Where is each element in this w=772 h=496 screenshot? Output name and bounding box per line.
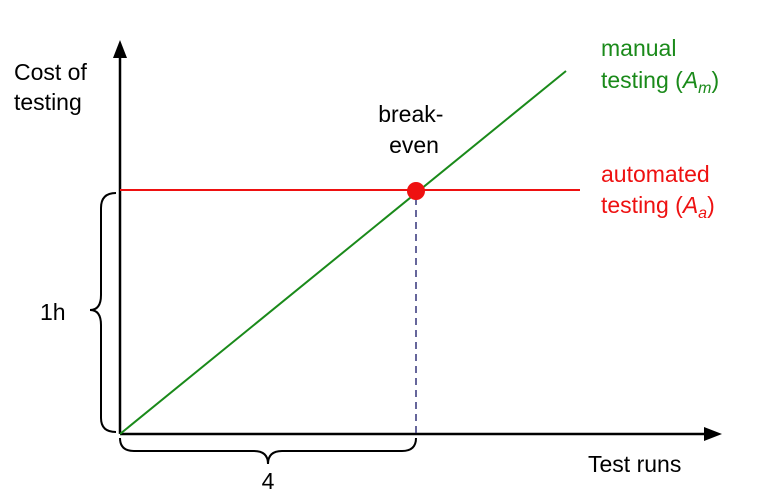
manual-label-prefix: testing ( [601, 67, 683, 93]
y-axis-arrowhead [113, 40, 127, 58]
x-axis-arrowhead [704, 427, 722, 441]
y-brace-label: 1h [40, 299, 66, 325]
automated-label-subscript: a [698, 205, 707, 222]
y-axis-label-line1: Cost of [14, 59, 87, 85]
manual-testing-line [119, 70, 567, 435]
automated-label-suffix: ) [707, 192, 715, 218]
manual-testing-label-line2: testing (Am) [601, 67, 719, 97]
automated-label-symbol: A [681, 192, 698, 218]
automated-label-prefix: testing ( [601, 192, 683, 218]
manual-label-symbol: A [681, 67, 698, 93]
x-axis-label: Test runs [588, 451, 681, 477]
break-even-label-line1: break- [378, 101, 443, 127]
break-even-label-line2: even [389, 132, 439, 158]
x-brace [119, 437, 417, 465]
y-axis-label-line2: testing [14, 89, 82, 115]
manual-testing-label: manual [601, 35, 676, 61]
y-axis-label: Cost of testing [14, 59, 93, 115]
automated-testing-label-line2: testing (Aa) [601, 192, 715, 222]
break-even-point [407, 182, 425, 200]
manual-label-line1: manual [601, 35, 676, 61]
automated-label-line1: automated [601, 161, 710, 187]
y-brace [89, 192, 117, 433]
manual-label-suffix: ) [712, 67, 720, 93]
x-brace-label: 4 [262, 468, 275, 494]
manual-label-subscript: m [698, 80, 711, 97]
automated-testing-label: automated [601, 161, 710, 187]
break-even-label: break- even [378, 101, 450, 158]
